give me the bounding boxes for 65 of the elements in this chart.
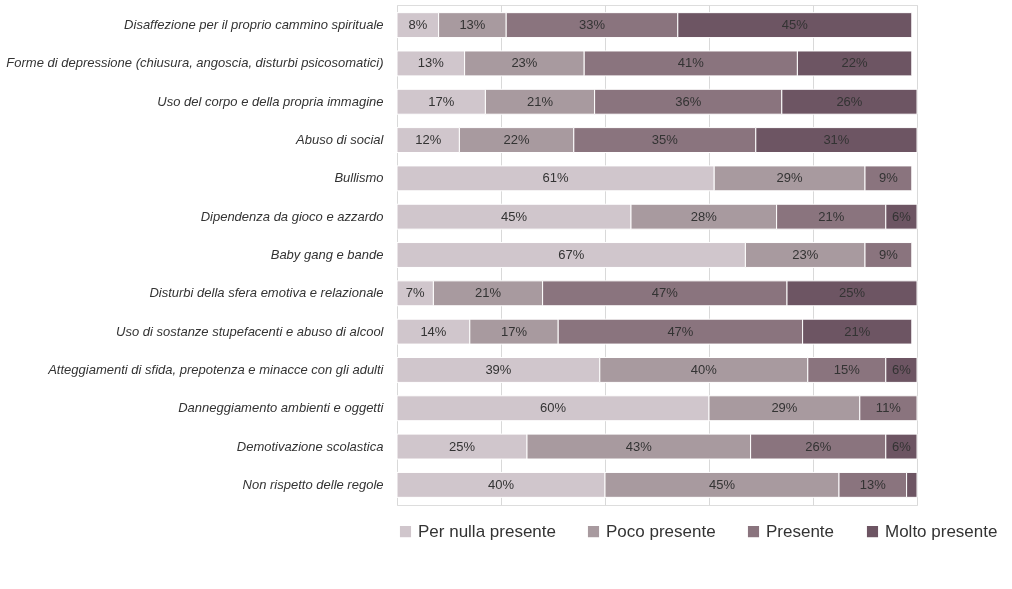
- data-label: 6%: [892, 438, 912, 454]
- data-label: 23%: [792, 247, 819, 262]
- data-label: 21%: [474, 285, 502, 301]
- data-label: 22%: [841, 55, 869, 71]
- legend-label: Presente: [766, 521, 835, 541]
- data-label: 6%: [892, 361, 912, 377]
- data-label: 60%: [539, 400, 567, 416]
- data-label: 6%: [892, 208, 912, 224]
- data-label: 67%: [558, 247, 585, 262]
- data-label: 41%: [677, 55, 705, 71]
- data-label: 8%: [408, 17, 428, 33]
- y-tick-label: Abuso di social: [295, 132, 385, 148]
- data-label: 13%: [417, 55, 445, 71]
- data-label: 14%: [420, 323, 447, 339]
- data-label: 45%: [708, 476, 736, 492]
- data-label: 28%: [690, 208, 718, 224]
- data-label: 29%: [771, 400, 798, 416]
- data-label: 17%: [428, 93, 455, 109]
- y-tick-label: Demotivazione scolastica: [236, 438, 384, 454]
- data-label: 7%: [405, 285, 426, 301]
- y-tick-label: Danneggiamento ambienti e oggetti: [178, 400, 385, 416]
- data-label: 25%: [448, 438, 476, 454]
- y-tick-label: Bullismo: [334, 170, 384, 186]
- y-tick-label: Disturbi della sfera emotiva e relazionale: [149, 285, 384, 301]
- data-label: 40%: [690, 361, 718, 377]
- data-label: 43%: [625, 438, 653, 454]
- data-label: 12%: [415, 132, 442, 148]
- data-label: 9%: [879, 170, 899, 186]
- data-label: 47%: [667, 323, 694, 339]
- data-label: 45%: [500, 208, 528, 224]
- y-tick-label: Disaffezione per il proprio cammino spirituale: [124, 17, 384, 33]
- legend-label: Per nulla presente: [418, 521, 556, 541]
- data-label: 47%: [651, 285, 679, 301]
- data-label: 35%: [651, 132, 679, 148]
- data-label: 21%: [818, 208, 845, 224]
- data-label: 33%: [578, 17, 606, 33]
- data-label: 13%: [459, 17, 486, 33]
- legend-label: Poco presente: [606, 521, 716, 541]
- data-label: 39%: [485, 361, 512, 377]
- data-label: 9%: [879, 247, 899, 262]
- y-tick-label: Forme di depressione (chiusura, angoscia, disturbi psicosomatici): [6, 55, 384, 71]
- y-tick-label: Uso del corpo e della propria immagine: [157, 93, 384, 109]
- data-label: 21%: [844, 323, 871, 339]
- data-label: 15%: [833, 361, 861, 377]
- y-tick-label: Dipendenza da gioco e azzardo: [200, 208, 384, 224]
- data-label: 40%: [487, 476, 515, 492]
- data-label: 36%: [675, 93, 702, 109]
- data-label: 17%: [500, 323, 528, 339]
- y-tick-label: Uso di sostanze stupefacenti e abuso di alcool: [116, 323, 385, 339]
- data-label: 21%: [526, 93, 554, 109]
- data-label: 61%: [542, 170, 570, 186]
- data-label: 25%: [838, 285, 866, 301]
- data-label: 45%: [781, 17, 809, 33]
- y-tick-label: Atteggiamenti di sfida, prepotenza e minacce con gli adulti: [47, 361, 385, 377]
- data-label: 29%: [776, 170, 804, 186]
- legend-label: Molto presente: [885, 521, 998, 541]
- data-label: 31%: [823, 132, 850, 148]
- data-label: 11%: [875, 400, 902, 416]
- data-label: 22%: [503, 132, 531, 148]
- data-label: 26%: [836, 93, 863, 109]
- data-label: 13%: [859, 476, 887, 492]
- data-label: 23%: [511, 55, 538, 71]
- y-tick-label: Non rispetto delle regole: [242, 476, 384, 492]
- data-label: 26%: [805, 438, 832, 454]
- y-tick-label: Baby gang e bande: [270, 247, 384, 262]
